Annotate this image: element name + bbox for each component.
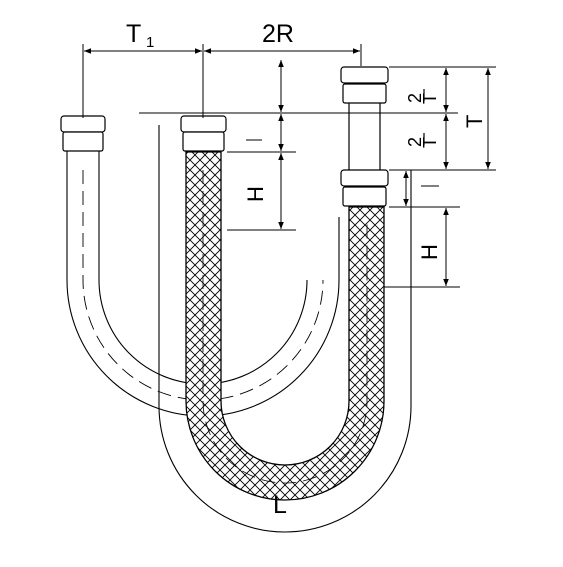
right-inner-dimension-column xyxy=(403,68,449,286)
braided-hose-centerline xyxy=(202,170,368,484)
left-fitting xyxy=(180,115,227,152)
length-label: L xyxy=(273,491,287,519)
two-r-label: 2R xyxy=(262,20,294,48)
top-dimension xyxy=(82,44,362,118)
t1-subscript: 1 xyxy=(146,34,154,51)
ghost-fitting xyxy=(60,115,106,152)
t-half-lower: T 2 xyxy=(405,133,440,148)
t1-label: T xyxy=(126,20,141,48)
svg-text:2: 2 xyxy=(405,93,425,103)
svg-text:T: T xyxy=(420,93,440,104)
reference-lines xyxy=(139,66,496,288)
outer-length-arc xyxy=(158,125,412,533)
h-right-label: H xyxy=(417,244,442,260)
right-fitting-stack xyxy=(340,66,389,207)
left-dimension-column xyxy=(246,60,284,229)
svg-text:T: T xyxy=(420,137,440,148)
h-left-label: H xyxy=(243,186,268,202)
svg-text:2: 2 xyxy=(405,137,425,147)
braided-hose xyxy=(185,151,385,501)
t-half-upper: T 2 xyxy=(405,89,440,104)
t-label: T xyxy=(462,115,487,128)
